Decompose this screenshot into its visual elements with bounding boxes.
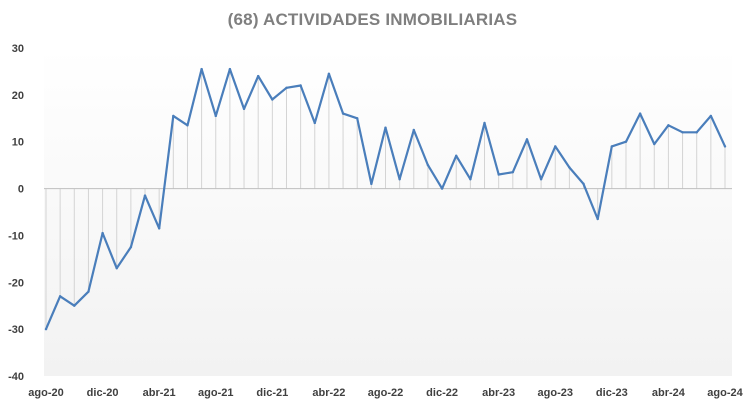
data-point: [228, 67, 232, 71]
data-point: [370, 182, 373, 186]
data-point: [313, 121, 316, 125]
data-point: [525, 138, 529, 141]
data-point: [667, 124, 670, 127]
data-point: [610, 145, 614, 148]
x-tick-label: ago-23: [538, 387, 573, 399]
data-point: [143, 194, 147, 197]
y-tick-label: -20: [8, 277, 24, 289]
y-tick-label: 20: [12, 90, 24, 102]
plot-background: [44, 48, 732, 376]
data-point: [44, 327, 48, 331]
y-axis-ticks: 30 20 10 0 -10 -20 -30 -40: [8, 43, 24, 383]
data-point: [157, 227, 161, 230]
data-point: [242, 107, 246, 111]
data-point: [709, 114, 713, 118]
data-point: [497, 173, 500, 176]
y-tick-label: 0: [18, 184, 24, 196]
data-point: [638, 112, 642, 115]
x-tick-label: dic-22: [426, 387, 458, 399]
data-point: [356, 117, 359, 120]
y-tick-label: -10: [8, 230, 24, 242]
data-point: [73, 304, 76, 307]
x-tick-label: abr-23: [482, 387, 515, 399]
y-tick-label: -40: [8, 371, 24, 383]
x-tick-label: abr-21: [143, 387, 176, 399]
data-point: [398, 178, 401, 181]
data-point: [285, 86, 288, 90]
data-point: [469, 178, 472, 181]
data-point: [653, 142, 656, 146]
data-point: [214, 114, 217, 118]
data-point: [596, 217, 599, 221]
data-point: [723, 145, 727, 148]
data-point: [539, 178, 543, 181]
data-point: [624, 140, 628, 143]
data-point: [58, 295, 62, 298]
drop-lines: [44, 69, 732, 330]
data-point: [695, 131, 698, 134]
x-tick-label: dic-20: [87, 387, 119, 399]
data-point: [200, 67, 203, 71]
x-tick-label: abr-24: [652, 387, 686, 399]
data-point: [426, 163, 430, 167]
series-group: [44, 67, 727, 331]
data-point: [271, 98, 274, 101]
chart-title: (68) ACTIVIDADES INMOBILIARIAS: [227, 10, 518, 29]
data-point: [327, 72, 331, 75]
x-tick-label: abr-22: [312, 387, 345, 399]
x-tick-label: ago-22: [368, 387, 403, 399]
data-point: [115, 267, 118, 270]
x-tick-label: ago-20: [28, 387, 63, 399]
y-tick-label: 30: [12, 43, 24, 55]
x-axis-ticks: ago-20 dic-20 abr-21 ago-21 dic-21 abr-22 ago-…: [28, 387, 743, 399]
data-point: [511, 170, 515, 174]
data-point: [256, 74, 260, 78]
data-point: [582, 182, 585, 186]
data-point: [568, 166, 571, 169]
data-point: [483, 121, 486, 125]
y-tick-label: -30: [8, 324, 24, 336]
data-point: [384, 126, 387, 129]
data-point: [101, 231, 104, 235]
y-tick-label: 10: [12, 137, 24, 149]
data-point: [341, 112, 345, 115]
data-point: [172, 114, 175, 118]
data-point: [129, 245, 133, 249]
x-tick-label: dic-23: [596, 387, 628, 399]
data-point: [186, 124, 189, 127]
data-point: [554, 145, 557, 148]
x-tick-label: ago-21: [198, 387, 233, 399]
data-point: [87, 290, 90, 293]
data-point: [412, 128, 415, 132]
x-tick-label: dic-21: [256, 387, 288, 399]
data-point: [440, 187, 444, 190]
data-point: [681, 131, 684, 134]
data-point: [455, 154, 458, 157]
data-point: [299, 84, 302, 87]
x-tick-label: ago-24: [707, 387, 743, 399]
